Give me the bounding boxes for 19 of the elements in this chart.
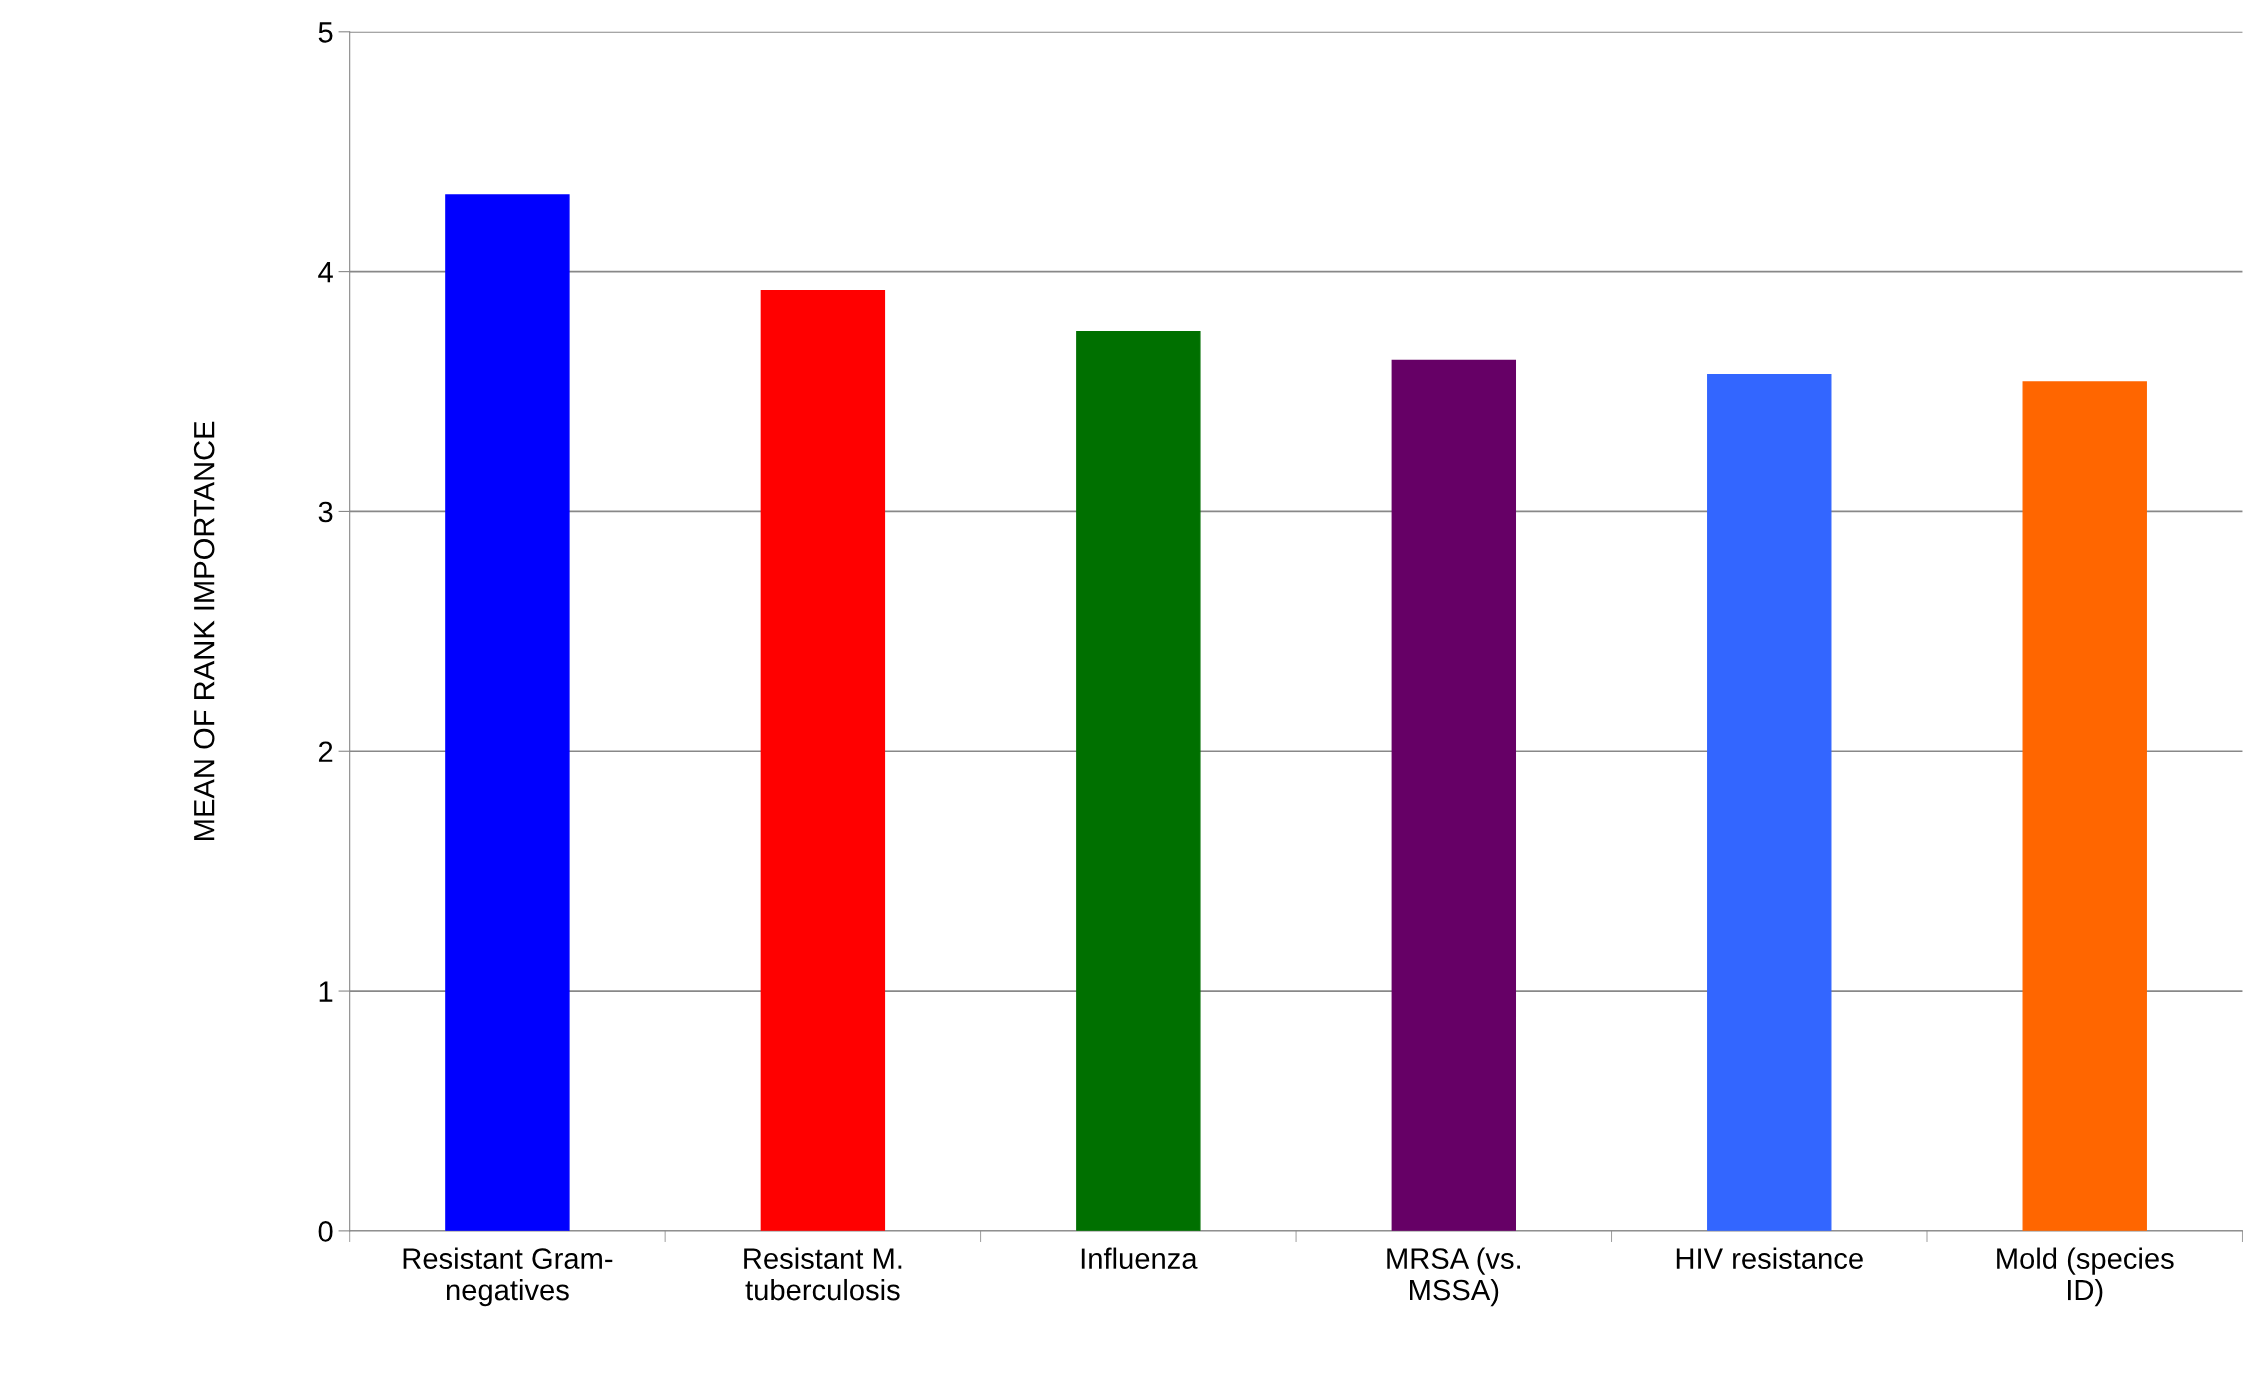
bar	[760, 290, 886, 1231]
bar	[445, 194, 570, 1231]
y-axis-title: MEAN OF RANK IMPORTANCE	[193, 421, 215, 840]
x-tick-label: Influenza	[1081, 1247, 1198, 1269]
x-tick-label: MRSA (vs. MSSA)	[1387, 1247, 1521, 1307]
y-tick-label: 0	[318, 1221, 333, 1242]
x-tick-label: Mold (species ID)	[1997, 1247, 2174, 1307]
y-tick-label: 4	[318, 262, 333, 283]
x-tick-label: HIV resistance	[1676, 1247, 1863, 1269]
bar	[1707, 374, 1832, 1231]
bar	[1391, 359, 1517, 1231]
y-tick-label: 1	[319, 981, 333, 1002]
bar	[1076, 330, 1201, 1231]
bar	[2022, 381, 2147, 1231]
y-tick-label: 3	[318, 501, 333, 523]
x-tick-label: Resistant M. tuberculosis	[744, 1247, 902, 1301]
x-tick-label: Resistant Gram- negatives	[403, 1247, 613, 1307]
y-tick-label: 2	[318, 741, 333, 762]
y-tick-label: 5	[318, 22, 333, 43]
